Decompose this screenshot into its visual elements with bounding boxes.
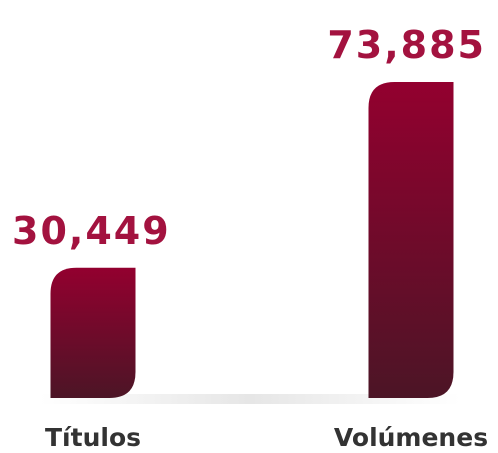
category-label-2: Volúmenes bbox=[334, 423, 488, 452]
value-label-2: 73,885 bbox=[327, 23, 486, 67]
value-label-1: 30,449 bbox=[12, 209, 171, 253]
bar-1 bbox=[50, 267, 136, 398]
labels-layer: 30,449 Títulos 73,885 Volúmenes bbox=[12, 23, 488, 452]
bars-layer bbox=[50, 82, 454, 398]
bar-2 bbox=[368, 82, 454, 398]
baseline-shadow bbox=[40, 394, 460, 404]
category-label-1: Títulos bbox=[45, 423, 141, 452]
